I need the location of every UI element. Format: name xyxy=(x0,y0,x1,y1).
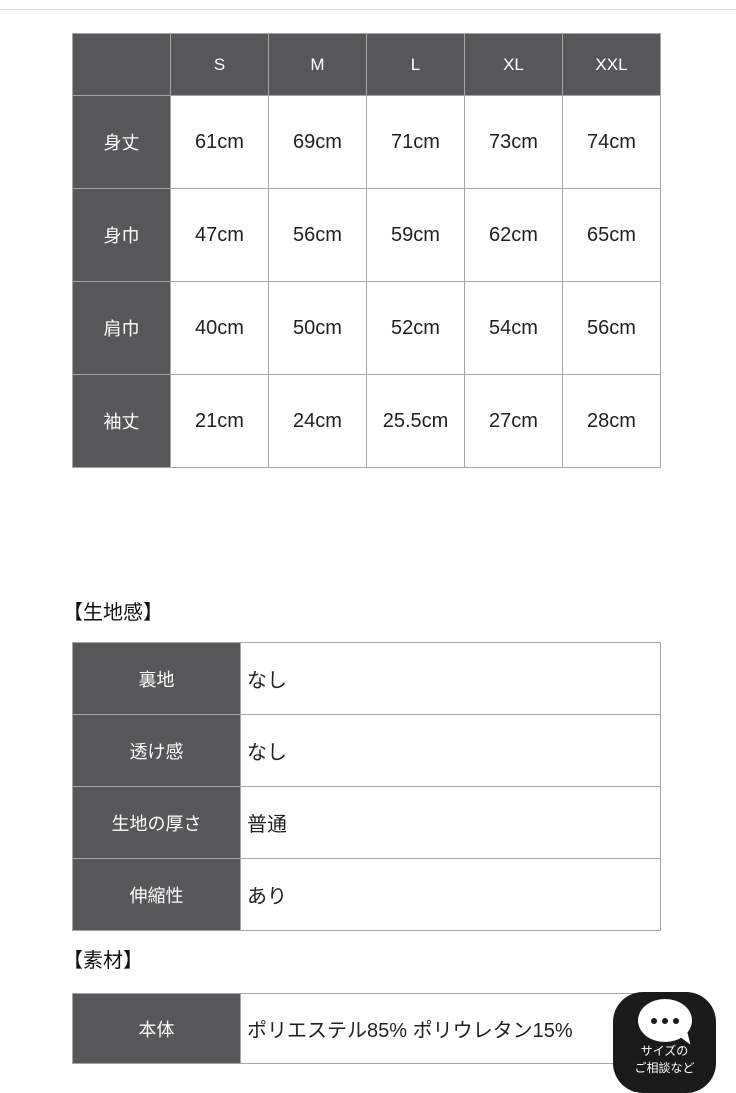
size-chart-corner-cell xyxy=(72,33,171,96)
table-row-main-material: 本体 ポリエステル85% ポリウレタン15% xyxy=(72,993,661,1064)
table-row-thickness: 生地の厚さ 普通 xyxy=(72,786,661,859)
size-value: 71cm xyxy=(366,95,465,189)
speech-bubble-dots-icon xyxy=(637,999,692,1048)
size-value: 27cm xyxy=(464,374,563,468)
table-row-sheerness: 透け感 なし xyxy=(72,714,661,787)
row-label: 身丈 xyxy=(72,95,171,189)
material-section-heading: 【素材】 xyxy=(63,950,143,972)
size-value: 21cm xyxy=(170,374,269,468)
row-label: 袖丈 xyxy=(72,374,171,468)
size-chart-table: S M L XL XXL 身丈 61cm 69cm 71cm 73cm 74cm… xyxy=(72,33,661,468)
bubble-dot xyxy=(672,1017,679,1024)
size-value: 24cm xyxy=(268,374,367,468)
table-row-stretch: 伸縮性 あり xyxy=(72,858,661,931)
size-column-header-xxl: XXL xyxy=(562,33,661,96)
size-value: 54cm xyxy=(464,281,563,375)
size-value: 56cm xyxy=(268,188,367,282)
chat-widget-button[interactable]: サイズの ご相談など xyxy=(613,992,716,1093)
size-column-header-m: M xyxy=(268,33,367,96)
size-column-header-s: S xyxy=(170,33,269,96)
size-value: 50cm xyxy=(268,281,367,375)
spec-value: ポリエステル85% ポリウレタン15% xyxy=(240,993,661,1064)
size-value: 52cm xyxy=(366,281,465,375)
size-value: 25.5cm xyxy=(366,374,465,468)
size-value: 69cm xyxy=(268,95,367,189)
spec-label: 本体 xyxy=(72,993,241,1064)
fabric-spec-table: 裏地 なし 透け感 なし 生地の厚さ 普通 伸縮性 あり xyxy=(72,642,661,931)
spec-label: 伸縮性 xyxy=(72,858,241,931)
size-value: 62cm xyxy=(464,188,563,282)
top-divider xyxy=(0,9,736,10)
table-row-lining: 裏地 なし xyxy=(72,642,661,715)
chat-widget-label-line2: ご相談など xyxy=(634,1061,695,1075)
bubble-dot xyxy=(661,1017,668,1024)
spec-label: 裏地 xyxy=(72,642,241,715)
table-row-sleeve-length: 袖丈 21cm 24cm 25.5cm 27cm 28cm xyxy=(72,374,661,468)
size-value: 73cm xyxy=(464,95,563,189)
spec-value: あり xyxy=(240,858,661,931)
chat-widget-label-line1: サイズの xyxy=(640,1044,689,1058)
size-value: 40cm xyxy=(170,281,269,375)
table-row-shoulder-width: 肩巾 40cm 50cm 52cm 54cm 56cm xyxy=(72,281,661,375)
size-value: 56cm xyxy=(562,281,661,375)
row-label: 肩巾 xyxy=(72,281,171,375)
spec-label: 生地の厚さ xyxy=(72,786,241,859)
spec-value: なし xyxy=(240,714,661,787)
size-column-header-l: L xyxy=(366,33,465,96)
spec-value: 普通 xyxy=(240,786,661,859)
spec-value: なし xyxy=(240,642,661,715)
row-label: 身巾 xyxy=(72,188,171,282)
bubble-dot xyxy=(650,1017,657,1024)
material-spec-table: 本体 ポリエステル85% ポリウレタン15% xyxy=(72,993,661,1064)
fabric-section-heading: 【生地感】 xyxy=(63,602,163,624)
size-chart-header-row: S M L XL XXL xyxy=(72,33,661,96)
size-value: 47cm xyxy=(170,188,269,282)
table-row-body-length: 身丈 61cm 69cm 71cm 73cm 74cm xyxy=(72,95,661,189)
spec-label: 透け感 xyxy=(72,714,241,787)
size-value: 74cm xyxy=(562,95,661,189)
size-column-header-xl: XL xyxy=(464,33,563,96)
size-value: 28cm xyxy=(562,374,661,468)
size-value: 61cm xyxy=(170,95,269,189)
table-row-body-width: 身巾 47cm 56cm 59cm 62cm 65cm xyxy=(72,188,661,282)
size-value: 65cm xyxy=(562,188,661,282)
size-value: 59cm xyxy=(366,188,465,282)
